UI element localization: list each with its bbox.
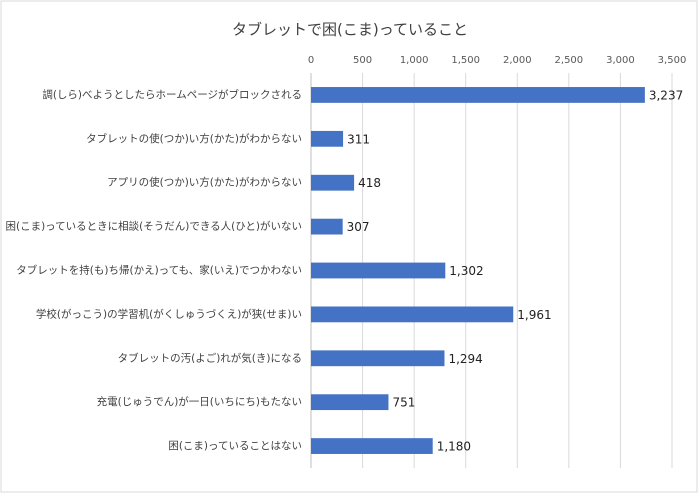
x-tick-label: 3,500 xyxy=(658,55,687,66)
y-tick-label: 学校(がっこう)の学習机(がくしゅうづくえ)が狭(せま)い xyxy=(36,307,302,320)
value-label: 3,237 xyxy=(649,88,683,102)
y-tick-label: 調(しら)べようとしたらホームページがブロックされる xyxy=(42,88,302,101)
y-tick-label: 充電(じゅうでん)が一日(いちにち)もたない xyxy=(97,395,302,408)
x-tick-label: 500 xyxy=(353,55,372,66)
x-tick-label: 1,500 xyxy=(451,55,480,66)
value-label: 307 xyxy=(347,220,370,234)
value-label: 1,294 xyxy=(448,352,482,366)
x-tick-label: 0 xyxy=(308,55,314,66)
y-tick-label: タブレットを持(も)ち帰(かえ)っても、家(いえ)でつかわない xyxy=(16,264,302,277)
chart-title: タブレットで困(こま)っていること xyxy=(232,21,468,39)
y-tick-label: 困(こま)っていることはない xyxy=(168,440,302,452)
value-label: 418 xyxy=(358,176,381,190)
bar xyxy=(311,438,433,454)
x-tick-label: 2,000 xyxy=(503,55,532,66)
bar xyxy=(311,87,645,103)
y-tick-label: タブレットの使(つか)い方(かた)がわからない xyxy=(86,132,302,145)
x-tick-label: 2,500 xyxy=(555,55,584,66)
value-label: 1,302 xyxy=(449,264,483,278)
bar xyxy=(311,174,355,191)
bar xyxy=(311,218,343,235)
bar xyxy=(311,262,446,279)
value-label: 1,961 xyxy=(517,308,551,322)
bar xyxy=(311,350,445,367)
x-tick-label: 1,000 xyxy=(400,55,429,66)
bar xyxy=(311,130,344,147)
x-tick-label: 3,000 xyxy=(606,55,635,66)
value-label: 751 xyxy=(392,396,415,410)
y-tick-label: 困(こま)っているときに相談(そうだん)できる人(ひと)がいない xyxy=(5,220,302,233)
y-tick-label: アプリの使(つか)い方(かた)がわからない xyxy=(107,176,302,189)
y-tick-label: タブレットの汚(よご)れが気(き)になる xyxy=(118,351,302,364)
bar xyxy=(311,306,514,323)
value-label: 1,180 xyxy=(437,440,471,454)
bar xyxy=(311,394,389,411)
value-label: 311 xyxy=(347,132,370,146)
